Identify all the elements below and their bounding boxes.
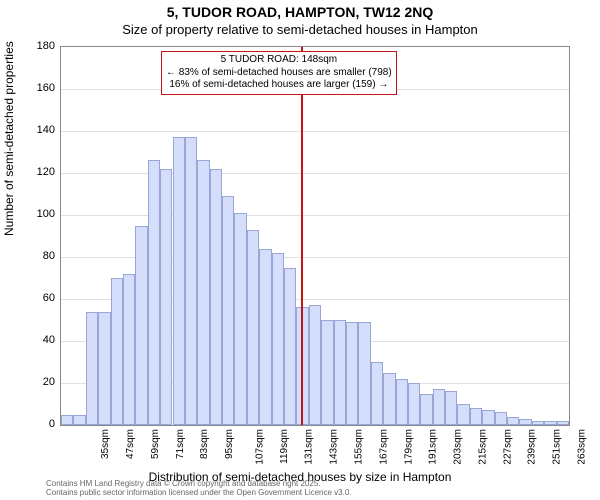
histogram-bar bbox=[185, 137, 197, 425]
histogram-bar bbox=[197, 160, 209, 425]
x-tick-label: 191sqm bbox=[428, 429, 439, 465]
histogram-bar bbox=[519, 419, 531, 425]
gridline bbox=[61, 215, 569, 216]
histogram-bar bbox=[173, 137, 185, 425]
footer-attribution: Contains HM Land Registry data © Crown c… bbox=[46, 480, 352, 498]
y-tick-label: 0 bbox=[25, 418, 55, 430]
histogram-bar bbox=[532, 421, 544, 425]
annotation-line3: 16% of semi-detached houses are larger (… bbox=[166, 79, 392, 92]
annotation-line2: ← 83% of semi-detached houses are smalle… bbox=[166, 67, 392, 80]
x-tick-label: 107sqm bbox=[254, 429, 265, 465]
histogram-bar bbox=[457, 404, 469, 425]
histogram-bar bbox=[433, 389, 445, 425]
histogram-bar bbox=[259, 249, 271, 425]
x-tick-label: 47sqm bbox=[125, 429, 136, 459]
y-tick-label: 140 bbox=[25, 124, 55, 136]
histogram-bar bbox=[408, 383, 420, 425]
histogram-bar bbox=[247, 230, 259, 425]
histogram-bar bbox=[98, 312, 110, 425]
y-tick-label: 100 bbox=[25, 208, 55, 220]
histogram-bar bbox=[371, 362, 383, 425]
y-tick-label: 180 bbox=[25, 40, 55, 52]
x-tick-label: 239sqm bbox=[527, 429, 538, 465]
x-tick-label: 167sqm bbox=[378, 429, 389, 465]
plot-area: 5 TUDOR ROAD: 148sqm← 83% of semi-detach… bbox=[60, 46, 570, 426]
histogram-bar bbox=[321, 320, 333, 425]
y-tick-label: 120 bbox=[25, 166, 55, 178]
histogram-bar bbox=[557, 421, 569, 425]
histogram-bar bbox=[420, 394, 432, 426]
histogram-bar bbox=[284, 268, 296, 426]
x-tick-label: 143sqm bbox=[329, 429, 340, 465]
histogram-bar bbox=[544, 421, 556, 425]
histogram-bar bbox=[160, 169, 172, 425]
y-axis-label: Number of semi-detached properties bbox=[2, 41, 16, 236]
histogram-bar bbox=[210, 169, 222, 425]
chart-title: 5, TUDOR ROAD, HAMPTON, TW12 2NQ bbox=[0, 4, 600, 20]
histogram-bar bbox=[222, 196, 234, 425]
annotation-box: 5 TUDOR ROAD: 148sqm← 83% of semi-detach… bbox=[161, 51, 397, 95]
histogram-bar bbox=[396, 379, 408, 425]
y-tick-label: 80 bbox=[25, 250, 55, 262]
y-tick-label: 40 bbox=[25, 334, 55, 346]
histogram-bar bbox=[86, 312, 98, 425]
x-tick-label: 215sqm bbox=[477, 429, 488, 465]
footer-line2: Contains public sector information licen… bbox=[46, 489, 352, 498]
histogram-bar bbox=[383, 373, 395, 426]
histogram-bar bbox=[507, 417, 519, 425]
x-tick-label: 59sqm bbox=[150, 429, 161, 459]
histogram-bar bbox=[73, 415, 85, 426]
x-tick-label: 203sqm bbox=[453, 429, 464, 465]
histogram-bar bbox=[346, 322, 358, 425]
histogram-bar bbox=[334, 320, 346, 425]
x-tick-label: 83sqm bbox=[199, 429, 210, 459]
histogram-bar bbox=[470, 408, 482, 425]
x-tick-label: 179sqm bbox=[403, 429, 414, 465]
y-tick-label: 60 bbox=[25, 292, 55, 304]
x-tick-label: 131sqm bbox=[304, 429, 315, 465]
histogram-bar bbox=[234, 213, 246, 425]
histogram-bar bbox=[272, 253, 284, 425]
histogram-bar bbox=[61, 415, 73, 426]
x-tick-label: 95sqm bbox=[224, 429, 235, 459]
y-tick-label: 160 bbox=[25, 82, 55, 94]
x-tick-label: 71sqm bbox=[175, 429, 186, 459]
x-tick-label: 35sqm bbox=[100, 429, 111, 459]
histogram-bar bbox=[123, 274, 135, 425]
x-tick-label: 227sqm bbox=[502, 429, 513, 465]
x-tick-label: 155sqm bbox=[354, 429, 365, 465]
histogram-bar bbox=[445, 391, 457, 425]
reference-line bbox=[301, 47, 303, 425]
histogram-bar bbox=[309, 305, 321, 425]
x-tick-label: 119sqm bbox=[279, 429, 290, 464]
chart-subtitle: Size of property relative to semi-detach… bbox=[0, 22, 600, 37]
annotation-line1: 5 TUDOR ROAD: 148sqm bbox=[166, 54, 392, 67]
x-tick-label: 251sqm bbox=[552, 429, 563, 465]
histogram-bar bbox=[358, 322, 370, 425]
gridline bbox=[61, 131, 569, 132]
histogram-bar bbox=[148, 160, 160, 425]
gridline bbox=[61, 173, 569, 174]
histogram-bar bbox=[135, 226, 147, 426]
chart-container: 5, TUDOR ROAD, HAMPTON, TW12 2NQ Size of… bbox=[0, 0, 600, 500]
y-tick-label: 20 bbox=[25, 376, 55, 388]
x-tick-label: 263sqm bbox=[577, 429, 588, 465]
histogram-bar bbox=[495, 412, 507, 425]
histogram-bar bbox=[482, 410, 494, 425]
histogram-bar bbox=[296, 307, 308, 425]
histogram-bar bbox=[111, 278, 123, 425]
